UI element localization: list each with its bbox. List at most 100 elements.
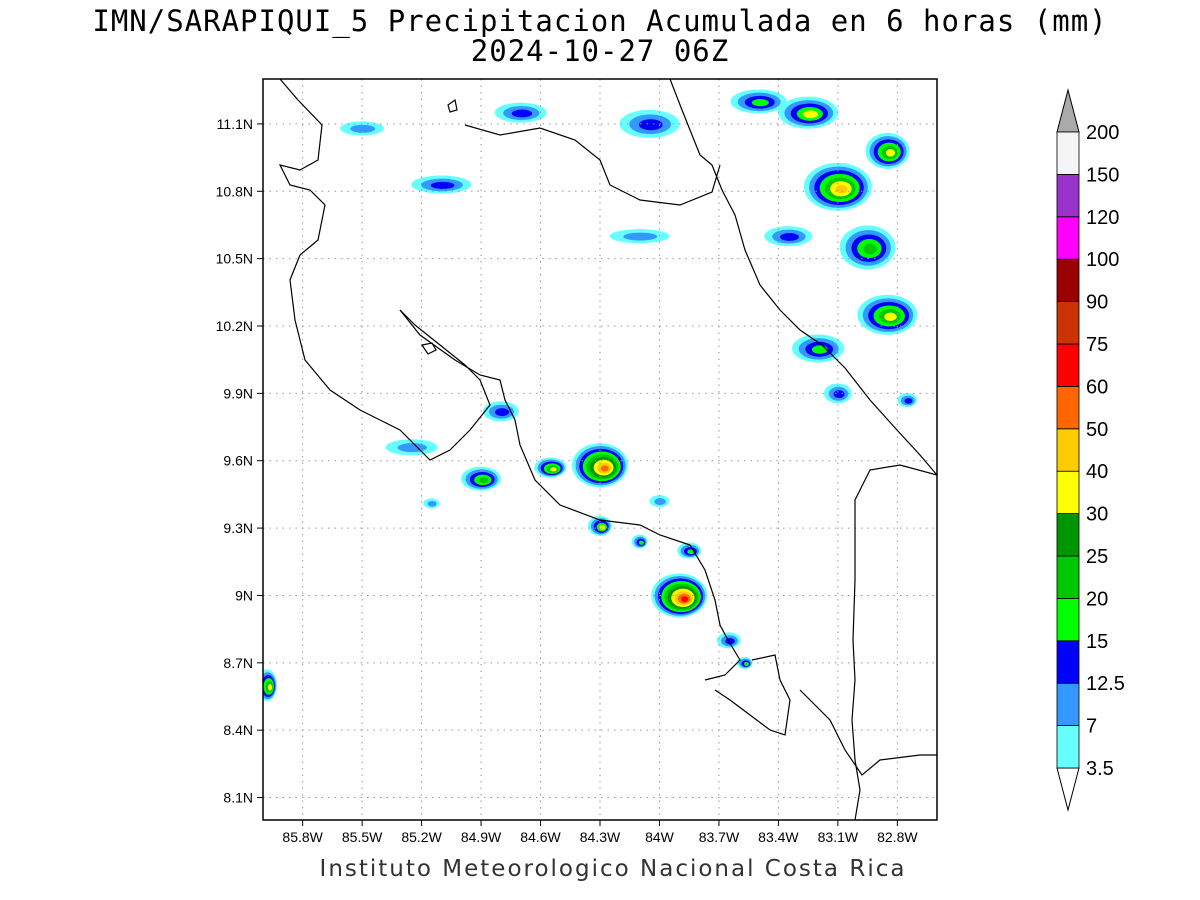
lake-arenal-outline [421,342,437,355]
colorbar-level-label: 100 [1086,249,1119,271]
lon-tick-label: 85.2W [401,829,442,845]
precip-contour-7 [350,124,376,133]
panama-border [851,464,937,820]
osa-peninsula-coast [714,654,791,736]
precip-contour-12.5 [638,119,663,131]
coastlines-borders [278,79,937,820]
colorbar-swatch [1056,301,1080,345]
lon-tick-label: 84W [645,829,675,845]
precip-contour-12.5 [494,408,510,417]
lat-tick-label: 10.2N [216,318,253,334]
lat-tick-label: 10.5N [216,251,253,267]
precip-contour-7 [427,500,437,507]
lon-tick-label: 85.5W [342,829,383,845]
colorbar-level-label: 12.5 [1086,673,1125,695]
lon-tick-label: 83.4W [758,829,799,845]
colorbar-level-label: 90 [1086,292,1108,314]
lat-tick-label: 11.1N [217,116,253,132]
lat-tick-label: 10.8N [216,183,253,199]
colorbar-level-label: 75 [1086,334,1108,356]
lat-tick-label: 9.6N [223,453,253,469]
lat-tick-label: 9N [235,587,253,603]
colorbar-swatch [1056,216,1080,260]
colorbar-high-arrow [1056,88,1080,133]
precip-contour-15 [751,99,769,107]
precip-contour-12.5 [904,398,913,404]
precip-contour-30 [803,110,818,119]
lon-tick-label: 83.7W [699,829,740,845]
burica-coast [799,689,937,776]
colorbar-swatch [1056,513,1080,557]
precip-contour-50 [600,465,609,472]
colorbar-level-label: 120 [1086,207,1119,229]
precip-contour-30 [267,683,273,691]
precip-contour-60 [681,596,689,602]
colorbar-swatch [1056,343,1080,387]
lake-nicaragua-shore [464,124,721,206]
colorbar-swatch [1056,725,1080,769]
pacific-coastline-north [278,79,491,461]
lat-tick-label: 9.3N [223,520,253,536]
colorbar-swatch [1056,131,1080,175]
lon-tick-label: 82.8W [877,829,918,845]
caribbean-coastline [669,79,937,476]
colorbar-swatch [1056,555,1080,599]
chart-subtitle-date: 2024-10-27 06Z [470,34,730,68]
colorbar-swatch [1056,598,1080,642]
colorbar-level-label: 3.5 [1086,758,1114,780]
precip-contour-15 [811,345,828,354]
precip-contour-12.5 [780,233,799,241]
precip-contour-30 [885,149,895,157]
colorbar-swatch [1056,470,1080,515]
lon-tick-label: 83.1W [818,829,859,845]
lon-tick-label: 85.8W [282,829,323,845]
chart-title: IMN/SARAPIQUI_5 Precipitacion Acumulada … [92,4,1108,38]
colorbar-level-label: 50 [1086,419,1108,441]
lon-tick-label: 84.6W [520,829,561,845]
lat-tick-label: 8.1N [223,790,253,806]
precip-contour-7 [397,443,427,453]
precipitation-field [263,89,918,702]
colorbar-low-arrow [1056,767,1080,812]
longitude-axis: 85.8W 85.5W 85.2W 84.9W 84.6W 84.3W 84W 83.7W 83… [282,820,918,845]
lat-tick-label: 9.9N [223,385,253,401]
gulf-of-nicoya-coast [399,309,741,681]
precip-contour-40 [835,184,848,194]
colorbar-swatch [1056,428,1080,472]
colorbar-swatch [1056,385,1080,430]
precip-contour-30 [884,312,897,321]
latitude-axis: 11.1N 10.8N 10.5N 10.2N 9.9N 9.6N 9.3N 9N 8.7N 8.… [216,116,263,806]
precip-contour-12.5 [833,390,845,399]
island-outline [447,98,458,113]
precip-contour-12.5 [430,181,455,189]
colorbar-level-label: 30 [1086,504,1108,526]
colorbar-level-label: 25 [1086,546,1108,568]
precip-contour-12.5 [511,109,533,118]
colorbar-swatch [1056,682,1080,727]
precip-contour-7 [654,498,666,505]
precip-contour-15 [639,540,644,545]
lat-tick-label: 8.7N [223,655,253,671]
lon-tick-label: 84.9W [461,829,502,845]
colorbar-level-label: 200 [1086,122,1119,144]
precip-contour-20 [863,243,877,255]
precip-contour-7 [623,232,658,241]
map-gridlines [263,79,937,820]
colorbar-swatch [1056,258,1080,303]
lat-tick-label: 8.4N [223,722,253,738]
lon-tick-label: 84.3W [580,829,621,845]
colorbar-swatch [1056,640,1080,684]
colorbar-level-label: 150 [1086,164,1119,186]
colorbar-level-label: 20 [1086,588,1108,610]
colorbar-level-label: 60 [1086,376,1108,398]
colorbar-legend: 3.5 7 12.5 15 20 25 30 40 50 60 75 90 100 120 150 200 [1056,88,1125,812]
colorbar-level-label: 7 [1086,716,1097,738]
colorbar-level-label: 15 [1086,631,1108,653]
colorbar-level-label: 40 [1086,461,1108,483]
precip-contour-30 [599,524,606,530]
precip-contour-30 [550,467,557,472]
credit-footer: Instituto Meteorologico Nacional Costa R… [319,856,907,882]
precip-contour-20 [478,477,489,484]
colorbar-swatch [1056,173,1080,218]
